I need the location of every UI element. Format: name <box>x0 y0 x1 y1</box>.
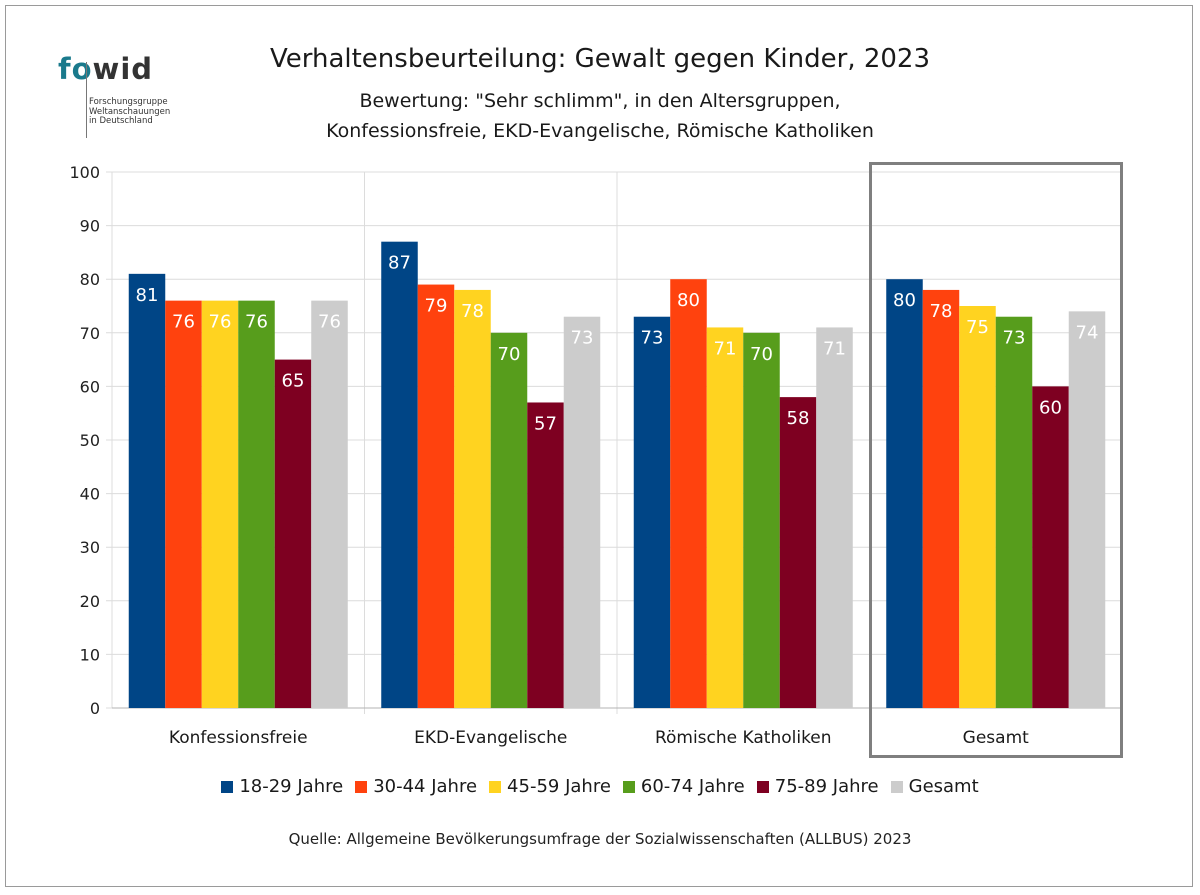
logo-mark-light: fo <box>58 52 93 86</box>
logo-subtitle: Forschungsgruppe Weltanschauungen in Deu… <box>89 97 171 126</box>
bar <box>454 289 491 708</box>
data-label: 73 <box>571 328 594 349</box>
chart-subtitle-line2: Konfessionsfreie, EKD-Evangelische, Römi… <box>326 120 874 142</box>
bar <box>779 397 817 708</box>
y-tick-label: 10 <box>80 645 100 664</box>
source-note: Quelle: Allgemeine Bevölkerungsumfrage d… <box>288 830 912 848</box>
bar <box>706 327 744 708</box>
bar <box>311 300 348 708</box>
legend-label: 30-44 Jahre <box>373 776 478 797</box>
gesamt-highlight-box <box>869 162 1123 758</box>
bar <box>670 279 707 708</box>
bar <box>886 279 923 708</box>
bar <box>490 332 528 708</box>
x-tick-label: Gesamt <box>963 728 1029 748</box>
bar <box>274 359 312 708</box>
legend-swatch <box>355 780 368 793</box>
legend-item: 75-89 Jahre <box>756 776 879 797</box>
legend-swatch <box>489 780 502 793</box>
bar <box>563 316 601 708</box>
chart-frame <box>5 5 1193 887</box>
bar <box>381 241 418 708</box>
bar <box>959 306 996 708</box>
x-tick-label: EKD-Evangelische <box>414 728 567 748</box>
bar <box>238 300 275 708</box>
legend-item: 45-59 Jahre <box>489 776 611 797</box>
chart-subtitle-line1: Bewertung: "Sehr schlimm", in den Alters… <box>359 90 841 112</box>
y-tick-label: 40 <box>80 485 100 504</box>
legend-label: 75-89 Jahre <box>774 776 879 797</box>
data-label: 87 <box>388 253 411 274</box>
bar <box>995 316 1033 708</box>
y-tick-label: 90 <box>80 217 100 236</box>
data-label: 71 <box>714 338 737 359</box>
logo-divider <box>86 62 87 138</box>
fowid-logo: fowid Forschungsgruppe Weltanschauungen … <box>58 52 188 142</box>
data-label: 79 <box>425 296 448 317</box>
legend-label: 45-59 Jahre <box>507 776 611 797</box>
data-label: 57 <box>534 413 557 434</box>
legend: 18-29 Jahre 30-44 Jahre 45-59 Jahre 60-74 J… <box>0 776 1200 797</box>
y-tick-label: 0 <box>90 699 100 718</box>
data-label: 73 <box>1003 328 1026 349</box>
data-label: 71 <box>823 338 846 359</box>
data-label: 73 <box>641 328 664 349</box>
bar <box>1068 311 1106 708</box>
bar <box>201 300 239 708</box>
bar <box>743 332 780 708</box>
data-label: 78 <box>461 301 484 322</box>
legend-swatch <box>622 780 635 793</box>
bar <box>165 300 202 708</box>
legend-item: 18-29 Jahre <box>221 776 343 797</box>
data-label: 75 <box>966 317 989 338</box>
logo-mark-dark: wid <box>92 52 154 86</box>
legend-item: 60-74 Jahre <box>622 776 745 797</box>
data-label: 70 <box>498 344 521 365</box>
y-tick-label: 100 <box>69 163 100 182</box>
bar <box>527 402 564 708</box>
legend-swatch <box>221 780 234 793</box>
legend-item: 30-44 Jahre <box>355 776 477 797</box>
y-tick-label: 80 <box>80 270 100 289</box>
y-tick-label: 50 <box>80 431 100 450</box>
data-label: 80 <box>677 290 700 311</box>
data-label: 80 <box>893 290 916 311</box>
data-label: 78 <box>930 301 953 322</box>
logo-mark: fowid <box>58 52 153 86</box>
data-label: 58 <box>787 408 810 429</box>
y-tick-label: 20 <box>80 592 100 611</box>
data-label: 74 <box>1076 322 1099 343</box>
data-label: 76 <box>172 312 195 333</box>
data-label: 70 <box>750 344 773 365</box>
legend-swatch <box>890 780 903 793</box>
data-label: 60 <box>1039 397 1062 418</box>
bar <box>417 284 455 708</box>
legend-swatch <box>756 780 769 793</box>
x-tick-label: Römische Katholiken <box>655 728 832 748</box>
bar <box>816 327 853 708</box>
bar <box>128 273 166 708</box>
data-label: 65 <box>282 371 305 392</box>
chart-title: Verhaltensbeurteilung: Gewalt gegen Kind… <box>269 44 931 74</box>
data-label: 76 <box>318 312 341 333</box>
bar <box>633 316 671 708</box>
y-tick-label: 60 <box>80 377 100 396</box>
data-label: 76 <box>245 312 268 333</box>
y-tick-label: 70 <box>80 324 100 343</box>
data-label: 81 <box>136 285 159 306</box>
legend-item: Gesamt <box>890 776 979 797</box>
y-tick-label: 30 <box>80 538 100 557</box>
data-label: 76 <box>209 312 232 333</box>
legend-label: 18-29 Jahre <box>239 776 344 797</box>
bar <box>922 289 960 708</box>
legend-label: Gesamt <box>908 776 979 797</box>
legend-label: 60-74 Jahre <box>640 776 745 797</box>
x-tick-label: Konfessionsfreie <box>169 728 308 748</box>
bar <box>1032 386 1069 708</box>
